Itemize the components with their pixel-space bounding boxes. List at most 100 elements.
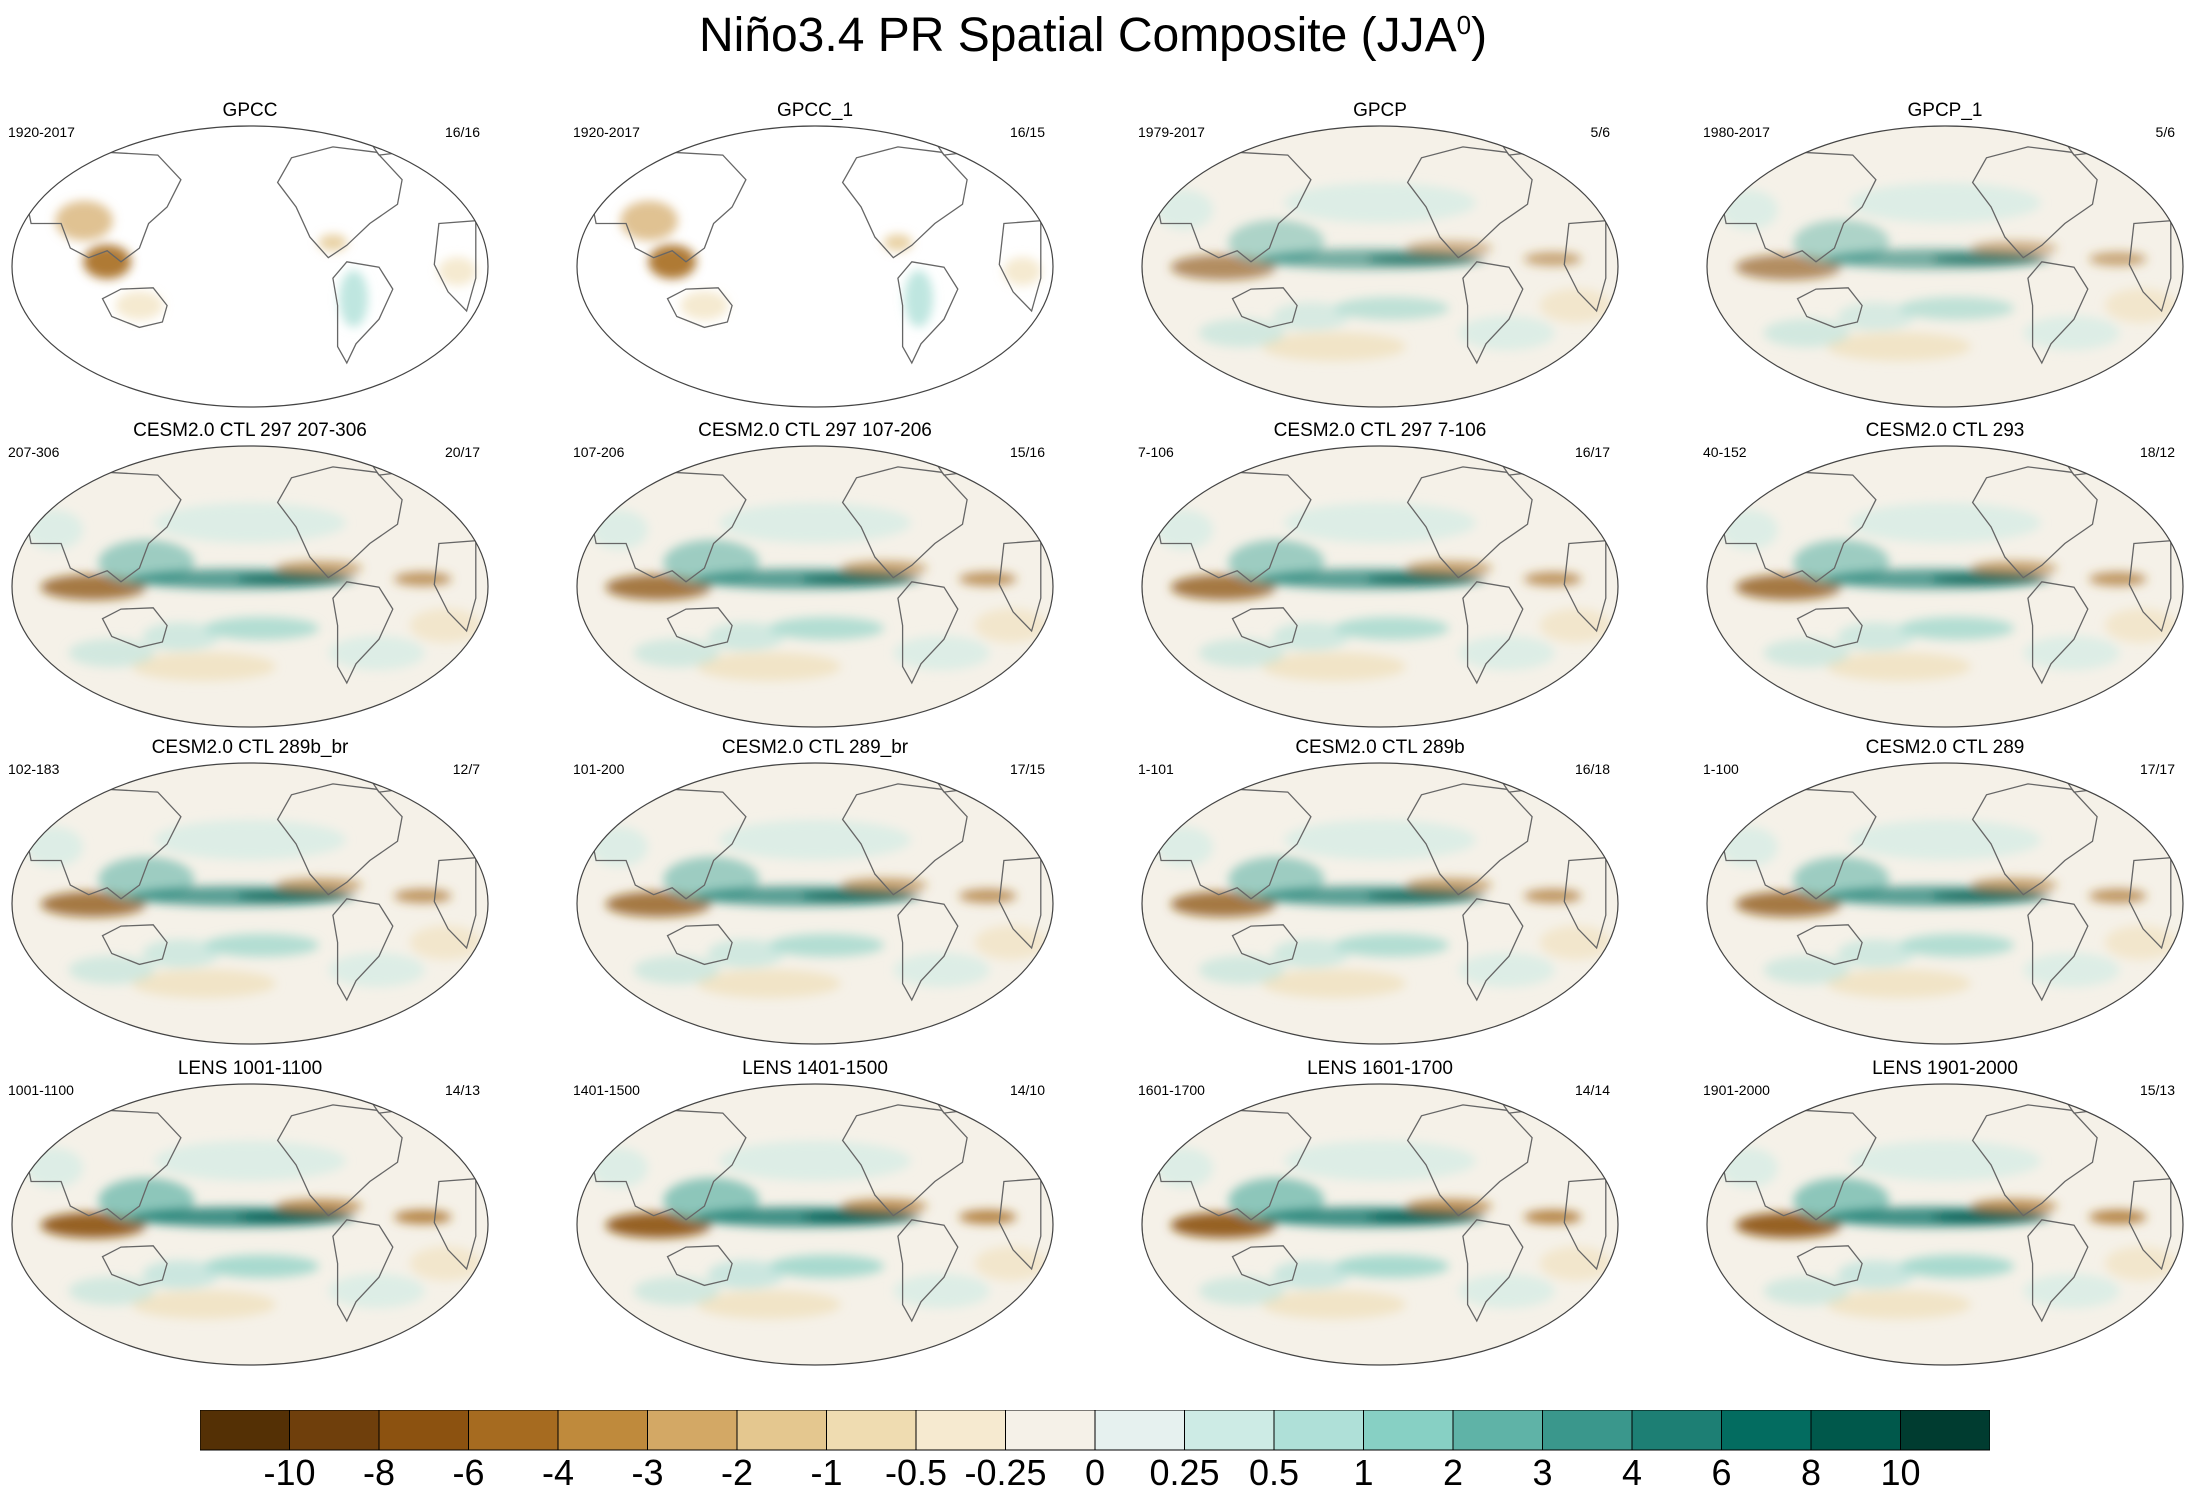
anomaly-field [25, 1140, 482, 1319]
coastline-australia [1796, 287, 1863, 329]
colorbar-swatch [1721, 1410, 1812, 1451]
panel-counts: 15/13 [2139, 1082, 2175, 1098]
map-plot [1141, 1083, 1619, 1366]
colorbar-tick-label: -3 [631, 1452, 664, 1493]
map-plot [576, 125, 1054, 408]
panel-years: 7-106 [1138, 444, 1174, 460]
panel-title: LENS 1401-1500 [742, 1058, 888, 1079]
panel-title: CESM2.0 CTL 297 7-106 [1273, 420, 1487, 441]
panel-14: LENS 1401-1500 1401-1500 14/10 [565, 1058, 1065, 1368]
colorbar-tick-label: -0.5 [884, 1452, 948, 1493]
coastline-samerica [2027, 1219, 2089, 1323]
coastline-samerica [1462, 581, 1524, 685]
coastline-samerica [1462, 1219, 1524, 1323]
map-plot [11, 1083, 489, 1366]
coastline-namerica [276, 146, 403, 259]
coastline-samerica [332, 898, 394, 1002]
colorbar [200, 1410, 1990, 1451]
coastline-namerica [276, 1104, 403, 1217]
colorbar-swatch [826, 1410, 917, 1451]
panel-title: CESM2.0 CTL 289b_br [151, 737, 349, 758]
panel-7: CESM2.0 CTL 297 7-106 7-106 16/17 [1130, 420, 1630, 730]
map-border [1141, 125, 1619, 408]
panel-title: LENS 1901-2000 [1872, 1058, 2018, 1079]
colorbar-swatch [1900, 1410, 1990, 1451]
colorbar-swatch [1363, 1410, 1454, 1451]
map-border [11, 445, 489, 728]
panel-years: 1979-2017 [1138, 124, 1205, 140]
coastline-australia [1231, 287, 1298, 329]
coastline-samerica [2027, 261, 2089, 365]
panel-counts: 5/6 [2155, 124, 2175, 140]
map-border [576, 1083, 1054, 1366]
panel-title: GPCC_1 [776, 100, 854, 121]
colorbar-tick-label: 0.25 [1149, 1452, 1220, 1493]
panel-years: 1001-1100 [8, 1082, 74, 1098]
anomaly-field [1155, 819, 1612, 998]
panel-counts: 16/18 [1574, 761, 1610, 777]
map-plot [1706, 1083, 2184, 1366]
colorbar-swatch [1184, 1410, 1275, 1451]
map-plot [1141, 445, 1619, 728]
map-plot [1706, 445, 2184, 728]
map-plot [1141, 762, 1619, 1045]
map-border [576, 125, 1054, 408]
panel-11: CESM2.0 CTL 289b 1-101 16/18 [1130, 737, 1630, 1047]
colorbar-swatch [1005, 1410, 1096, 1451]
coastline-samerica [2027, 581, 2089, 685]
panel-8: CESM2.0 CTL 293 40-152 18/12 [1695, 420, 2186, 730]
panel-4: GPCP_1 1980-2017 5/6 [1695, 100, 2186, 410]
colorbar-tick-label: -4 [541, 1452, 575, 1493]
map-plot [1141, 125, 1619, 408]
panel-16: LENS 1901-2000 1901-2000 15/13 [1695, 1058, 2186, 1368]
panel-years: 1980-2017 [1703, 124, 1770, 140]
anomaly-field [25, 819, 482, 998]
panel-title: CESM2.0 CTL 293 [1865, 420, 2025, 441]
colorbar-swatch [1542, 1410, 1633, 1451]
panel-title: LENS 1001-1100 [177, 1058, 323, 1079]
coastline-samerica [897, 1219, 959, 1323]
panel-years: 1401-1500 [573, 1082, 640, 1098]
coastline-australia [666, 607, 733, 649]
coastline-namerica [1406, 466, 1533, 579]
coastline-australia [101, 607, 168, 649]
panel-1: GPCC 1920-2017 16/16 [0, 100, 500, 410]
colorbar-tick-label: 2 [1442, 1452, 1464, 1493]
coastline-namerica [1971, 783, 2098, 896]
panel-title: CESM2.0 CTL 289_br [721, 737, 909, 758]
colorbar-swatch [557, 1410, 648, 1451]
panel-years: 1901-2000 [1703, 1082, 1770, 1098]
colorbar-swatch [1452, 1410, 1543, 1451]
anomaly-field [1155, 1140, 1612, 1319]
colorbar-swatch [915, 1410, 1006, 1451]
colorbar-swatch [289, 1410, 380, 1451]
panel-counts: 15/16 [1009, 444, 1045, 460]
map-border [11, 1083, 489, 1366]
map-plot [576, 762, 1054, 1045]
colorbar-tick-label: -1 [810, 1452, 843, 1493]
colorbar-swatch [1810, 1410, 1901, 1451]
panel-years: 40-152 [1703, 444, 1747, 460]
colorbar-swatch [1094, 1410, 1185, 1451]
coastline-samerica [897, 261, 959, 365]
coastlines [1153, 770, 1607, 1002]
colorbar-swatch [1273, 1410, 1364, 1451]
colorbar-swatch [647, 1410, 738, 1451]
anomaly-field [1720, 502, 2177, 681]
map-plot [1706, 762, 2184, 1045]
panel-years: 102-183 [8, 761, 60, 777]
colorbar-swatch [378, 1410, 469, 1451]
anomaly-field [1155, 502, 1612, 681]
colorbar-tick-label: -6 [452, 1452, 485, 1493]
colorbar-tick-label: 6 [1711, 1452, 1732, 1493]
panel-counts: 14/10 [1009, 1082, 1045, 1098]
coastline-samerica [1462, 261, 1524, 365]
panel-title: CESM2.0 CTL 289b [1295, 737, 1465, 758]
anomaly-field [55, 200, 477, 328]
colorbar-tick-label: 1 [1353, 1452, 1374, 1493]
map-plot [11, 125, 489, 408]
map-plot [11, 762, 489, 1045]
panel-years: 1601-1700 [1138, 1082, 1205, 1098]
panel-counts: 16/17 [1574, 444, 1610, 460]
map-border [576, 762, 1054, 1045]
